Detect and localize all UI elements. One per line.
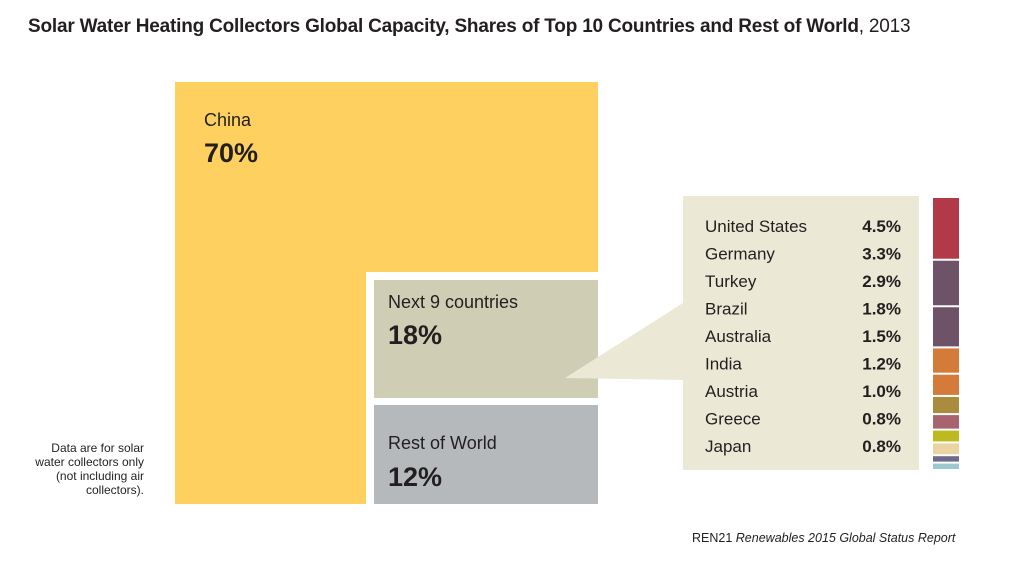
strip-segment-extra-1 <box>933 456 959 462</box>
breakdown-callout <box>565 196 919 470</box>
strip-segment-germany <box>933 260 959 306</box>
rest-of-world-label: Rest of World <box>388 433 497 453</box>
country-label-australia: Australia <box>705 327 772 346</box>
breakdown-color-strip <box>933 198 959 469</box>
strip-segment-austria <box>933 415 959 429</box>
strip-segment-australia <box>933 374 959 395</box>
country-value-austria: 1.0% <box>862 382 901 401</box>
strip-segment-united-states <box>933 198 959 259</box>
chart-title-year: , 2013 <box>858 16 911 37</box>
country-label-india: India <box>705 355 742 374</box>
country-label-brazil: Brazil <box>705 300 748 319</box>
country-label-turkey: Turkey <box>705 272 757 291</box>
country-value-greece: 0.8% <box>862 410 901 429</box>
strip-segment-turkey <box>933 307 959 347</box>
country-value-australia: 1.5% <box>862 327 901 346</box>
chart-title: Solar Water Heating Collectors Global Ca… <box>28 16 1008 38</box>
next9-label: Next 9 countries <box>388 292 518 312</box>
country-value-brazil: 1.8% <box>862 300 901 319</box>
breakdown-list: United States 4.5% Germany 3.3% Turkey 2.9% Br… <box>705 217 901 456</box>
source-org: REN21 <box>692 531 733 545</box>
country-label-germany: Germany <box>705 245 775 264</box>
country-value-india: 1.2% <box>862 355 901 374</box>
strip-segment-india <box>933 396 959 414</box>
rest-of-world-value: 12% <box>388 462 442 492</box>
country-label-japan: Japan <box>705 437 751 456</box>
next9-value: 18% <box>388 320 442 350</box>
source-credit: REN21 Renewables 2015 Global Status Repo… <box>692 531 955 545</box>
country-label-greece: Greece <box>705 410 761 429</box>
country-value-japan: 0.8% <box>862 437 901 456</box>
strip-segment-greece <box>933 430 959 442</box>
strip-segment-extra-2 <box>933 463 959 469</box>
treemap-block-next9 <box>374 280 598 398</box>
footnote: Data are for solar water collectors only… <box>35 441 144 497</box>
treemap-block-rest-of-world <box>374 405 598 504</box>
country-value-turkey: 2.9% <box>862 272 901 291</box>
strip-segment-brazil <box>933 348 959 373</box>
country-label-austria: Austria <box>705 382 758 401</box>
strip-segment-japan <box>933 443 959 455</box>
treemap-block-china <box>175 82 598 504</box>
source-report: Renewables 2015 Global Status Report <box>735 531 956 545</box>
country-value-germany: 3.3% <box>862 245 901 264</box>
country-value-united-states: 4.5% <box>862 217 901 236</box>
china-label: China <box>204 110 252 130</box>
chart-title-main: Solar Water Heating Collectors Global Ca… <box>28 16 859 37</box>
country-label-united-states: United States <box>705 217 807 236</box>
china-value: 70% <box>204 138 258 168</box>
